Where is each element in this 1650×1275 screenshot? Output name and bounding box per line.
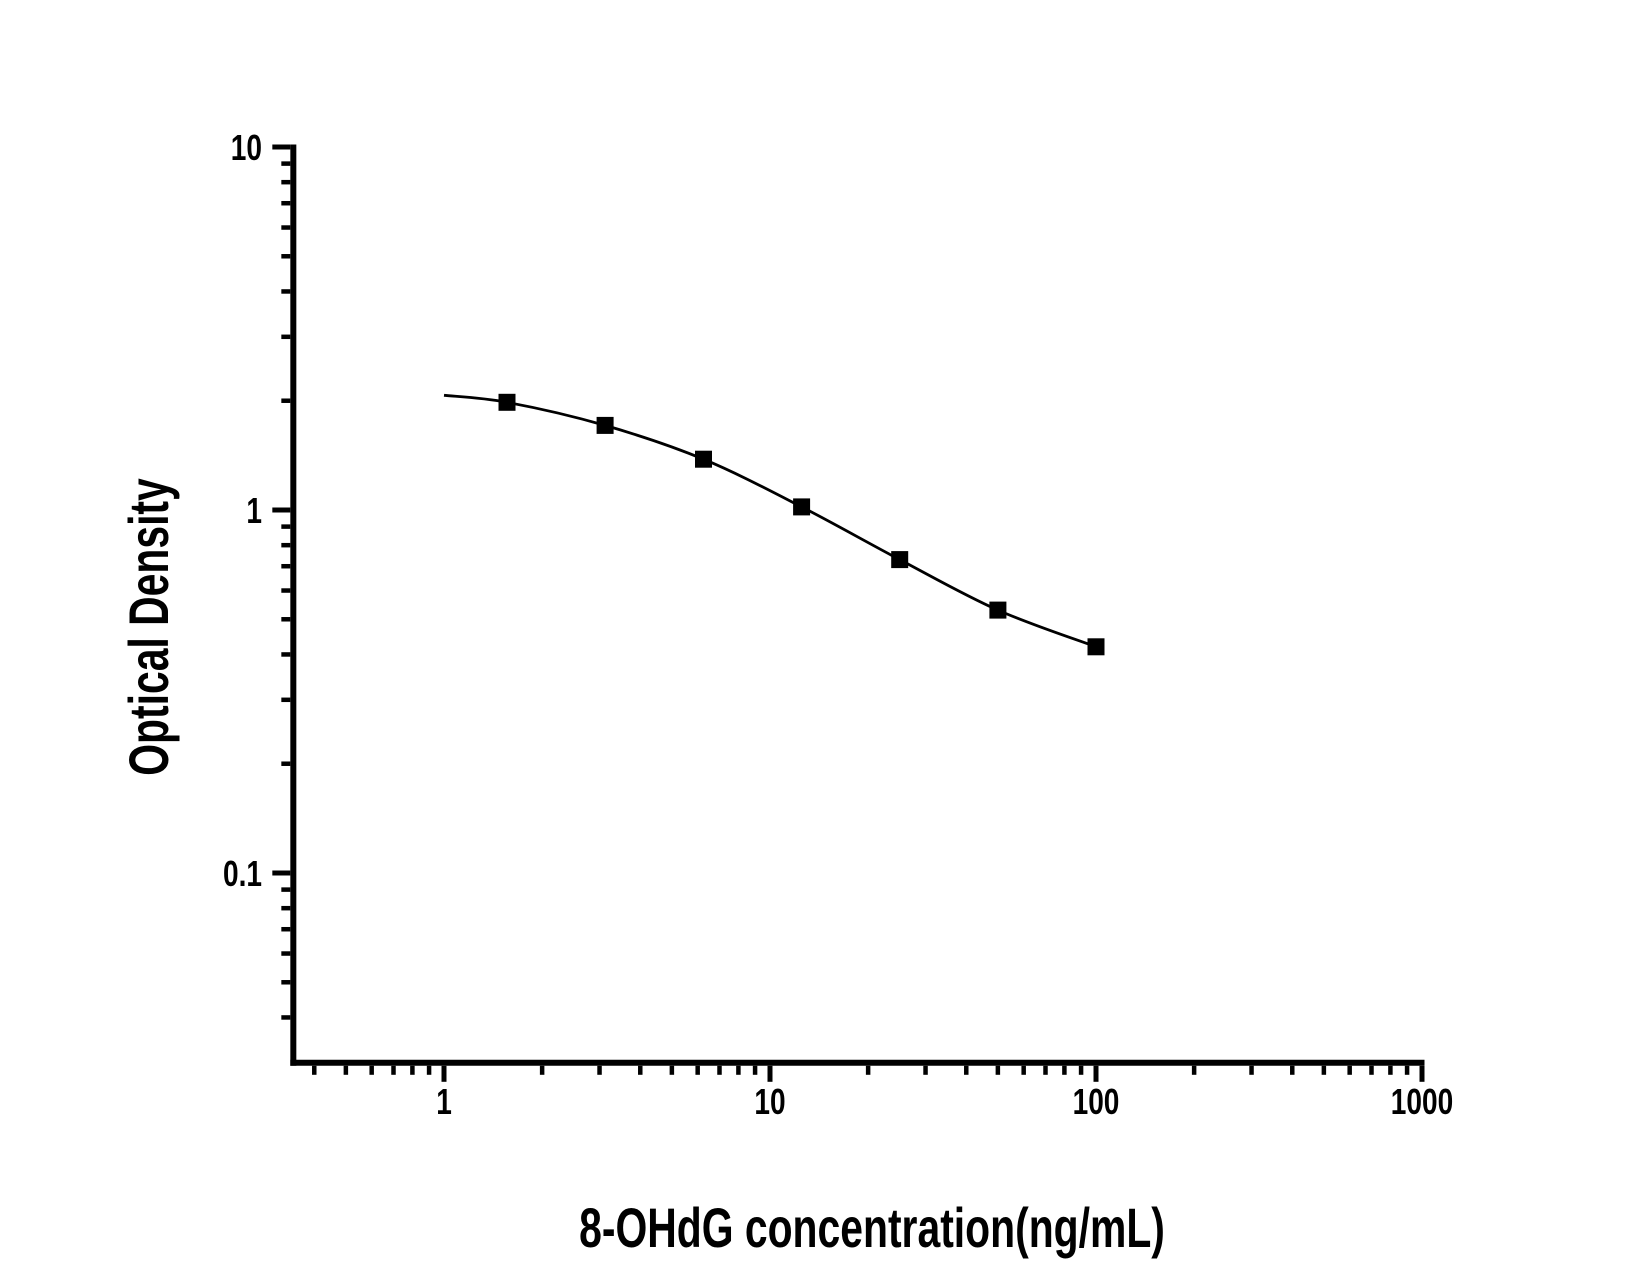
data-point-marker (596, 416, 614, 434)
x-tick-label: 100 (1073, 1082, 1120, 1122)
x-tick-label: 10 (754, 1082, 785, 1122)
data-point-marker (793, 498, 811, 516)
data-point-marker (1087, 638, 1105, 656)
x-axis-title: 8-OHdG concentration(ng/mL) (579, 1198, 1165, 1260)
y-axis-title: Optical Density (119, 478, 181, 776)
y-tick-label: 10 (231, 128, 262, 168)
data-point-marker (891, 551, 909, 569)
x-tick-label: 1000 (1391, 1082, 1453, 1122)
x-tick-label: 1 (436, 1082, 452, 1122)
data-point-marker (989, 601, 1007, 619)
y-tick-label: 0.1 (223, 854, 262, 894)
data-point-marker (498, 393, 516, 411)
data-point-marker (695, 450, 712, 468)
y-tick-label: 1 (246, 491, 262, 531)
